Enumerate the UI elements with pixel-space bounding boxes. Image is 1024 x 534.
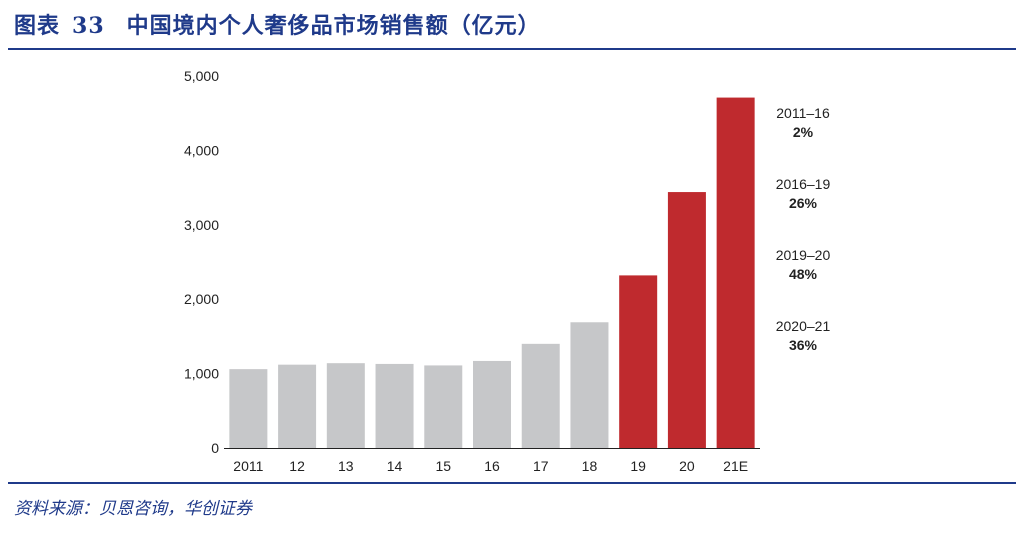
cagr-value-label: 26% [789, 195, 818, 211]
bar [326, 363, 365, 448]
header-divider [8, 48, 1016, 50]
bar [716, 97, 755, 449]
x-tick-label: 19 [630, 458, 646, 474]
y-tick-label: 1,000 [184, 366, 219, 382]
bar [278, 364, 317, 448]
cagr-period-label: 2019–20 [776, 247, 831, 263]
footer-divider [8, 482, 1016, 484]
y-tick-label: 2,000 [184, 291, 219, 307]
chart-title: 图表 33 中国境内个人奢侈品市场销售额（亿元） [14, 8, 541, 40]
x-tick-label: 18 [582, 458, 598, 474]
bar [473, 360, 511, 448]
y-tick-label: 3,000 [184, 217, 219, 233]
bar [667, 192, 706, 448]
cagr-period-label: 2016–19 [776, 176, 831, 192]
y-tick-label: 4,000 [184, 142, 219, 158]
x-tick-label: 14 [387, 458, 403, 474]
x-tick-label: 21E [723, 458, 748, 474]
x-tick-label: 13 [338, 458, 354, 474]
bar [424, 365, 463, 448]
x-tick-label: 15 [435, 458, 451, 474]
x-axis: 2011 12 13 14 15 16 17 18 19 20 21E [224, 448, 760, 474]
figure-title-text: 中国境内个人奢侈品市场销售额（亿元） [126, 13, 541, 39]
cagr-annotations: 2011–16 2% 2016–19 26% 2019–20 48% 2020–21 36% [776, 105, 831, 353]
y-tick-label: 5,000 [184, 68, 219, 84]
y-axis: 0 1,000 2,000 3,000 4,000 5,000 [184, 68, 219, 456]
bar [375, 363, 414, 448]
cagr-value-label: 2% [793, 124, 814, 140]
x-tick-label: 12 [289, 458, 305, 474]
bar [619, 275, 658, 448]
bars [229, 97, 755, 449]
x-tick-label: 17 [533, 458, 549, 474]
figure-number: 33 [72, 13, 105, 39]
cagr-value-label: 48% [789, 266, 818, 282]
x-tick-label: 20 [679, 458, 695, 474]
cagr-period-label: 2011–16 [776, 105, 830, 121]
source-note: 资料来源：贝恩咨询，华创证券 [14, 499, 252, 519]
cagr-value-label: 36% [789, 337, 818, 353]
bar [229, 369, 268, 448]
figure-label: 图表 [14, 13, 61, 39]
y-tick-label: 0 [211, 440, 219, 456]
x-tick-label: 2011 [233, 458, 263, 474]
bar [521, 343, 560, 448]
cagr-period-label: 2020–21 [776, 318, 831, 334]
bar [570, 322, 609, 448]
x-tick-label: 16 [484, 458, 500, 474]
